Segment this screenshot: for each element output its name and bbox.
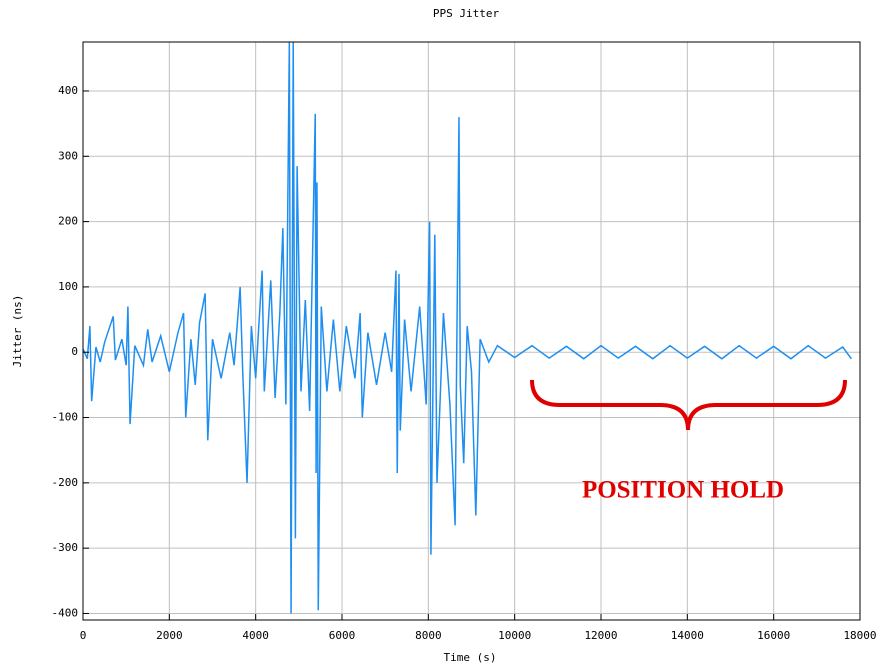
y-tick-label: 300 xyxy=(58,149,78,162)
y-tick-label: -200 xyxy=(52,476,79,489)
y-tick-label: -400 xyxy=(52,606,79,619)
x-tick-label: 2000 xyxy=(156,629,183,642)
y-tick-label: 0 xyxy=(71,345,78,358)
data-line xyxy=(82,41,852,614)
annotation: POSITION HOLD xyxy=(582,477,784,504)
y-axis-label: Jitter (ns) xyxy=(11,295,24,368)
y-tick-label: -300 xyxy=(52,541,79,554)
x-tick-label: 8000 xyxy=(415,629,442,642)
plot-frame xyxy=(82,41,861,621)
x-tick-label: 16000 xyxy=(757,629,790,642)
x-tick-label: 6000 xyxy=(329,629,356,642)
x-tick-label: 18000 xyxy=(843,629,876,642)
x-tick-label: 4000 xyxy=(242,629,269,642)
y-tick-label: 400 xyxy=(58,84,78,97)
chart-title: PPS Jitter xyxy=(433,7,500,20)
x-tick-label: 12000 xyxy=(584,629,617,642)
x-tick-label: 0 xyxy=(80,629,87,642)
brace xyxy=(530,379,847,431)
y-tick-label: 100 xyxy=(58,280,78,293)
plot-area xyxy=(82,41,861,620)
x-axis-label: Time (s) xyxy=(444,651,497,664)
x-tick-label: 10000 xyxy=(498,629,531,642)
x-tick-label: 14000 xyxy=(671,629,704,642)
y-tick-label: -100 xyxy=(52,411,79,424)
y-tick-label: 200 xyxy=(58,215,78,228)
